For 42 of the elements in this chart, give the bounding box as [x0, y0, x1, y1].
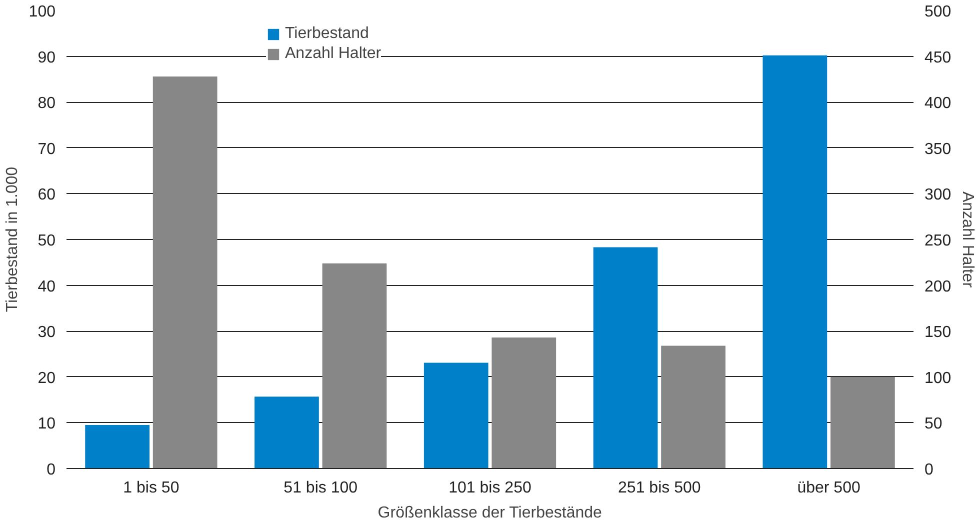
y2-tick-label: 450 — [924, 49, 952, 66]
bar — [661, 346, 726, 468]
y-tick-label: 60 — [38, 186, 56, 204]
y2-tick-label: 50 — [924, 416, 942, 433]
y-tick-label: 100 — [28, 4, 56, 20]
y-axis-title: Tierbestand in 1.000 — [4, 166, 21, 312]
y2-tick-label: 100 — [924, 370, 952, 387]
y-tick-label: 0 — [46, 462, 56, 478]
y-tick-label: 10 — [38, 416, 56, 433]
legend-label: Anzahl Halter — [285, 45, 382, 63]
y2-tick-label: 500 — [924, 4, 952, 20]
x-tick-label: 51 bis 100 — [284, 480, 358, 496]
bar — [424, 362, 488, 468]
y2-tick-label: 150 — [924, 324, 952, 342]
y-tick-label: 70 — [38, 140, 56, 158]
y2-tick-label: 0 — [924, 462, 934, 478]
y-tick-label: 80 — [38, 95, 56, 112]
bar — [593, 247, 658, 468]
bar — [762, 55, 828, 468]
y-tick-label: 40 — [38, 278, 56, 296]
legend-label: Tierbestand — [285, 25, 369, 43]
bar — [830, 376, 895, 468]
y-tick-label: 90 — [38, 49, 56, 66]
bar — [152, 76, 218, 468]
y-tick-label: 50 — [38, 232, 56, 250]
x-tick-label: 101 bis 250 — [448, 480, 532, 496]
bar — [85, 424, 150, 468]
y2-tick-label: 300 — [924, 186, 952, 204]
x-axis-title: Größenklasse der Tierbestände — [378, 504, 602, 522]
x-tick-label: über 500 — [797, 480, 860, 496]
x-tick-label: 1 bis 50 — [123, 480, 180, 496]
y2-tick-label: 200 — [924, 278, 952, 296]
x-tick-label: 251 bis 500 — [618, 480, 701, 496]
bar — [322, 263, 387, 468]
bar — [492, 338, 556, 468]
y2-tick-label: 250 — [924, 232, 952, 250]
bar — [254, 396, 319, 468]
y-tick-label: 30 — [38, 324, 56, 342]
y-tick-label: 20 — [38, 370, 56, 387]
y2-tick-label: 400 — [924, 95, 952, 112]
y2-axis-title: Anzahl Halter — [959, 191, 976, 288]
y2-tick-label: 350 — [924, 140, 952, 158]
